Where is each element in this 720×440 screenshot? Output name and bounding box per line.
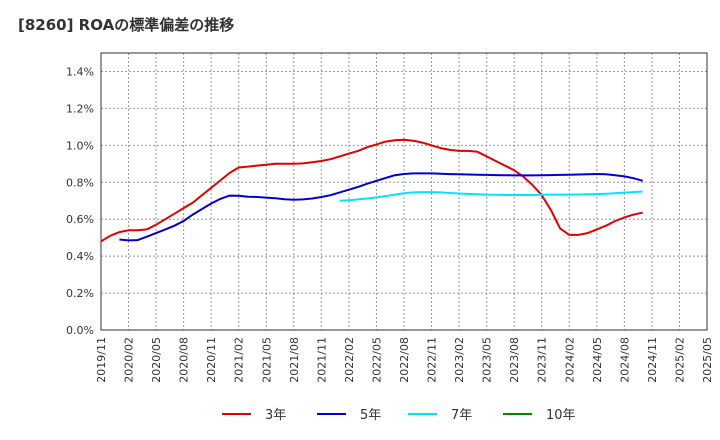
legend-label-2: 7年 — [451, 408, 472, 423]
chart-title: [8260] ROAの標準偏差の推移 — [18, 16, 235, 34]
x-tick-label: 2021/11 — [315, 337, 328, 383]
x-tick-label: 2023/08 — [508, 337, 521, 383]
y-tick-label: 1.4% — [66, 65, 94, 78]
y-tick-label: 0.0% — [66, 324, 94, 337]
y-tick-label: 1.0% — [66, 139, 94, 152]
y-tick-label: 0.8% — [66, 176, 94, 189]
x-axis-ticks: 2019/11 2020/02 2020/05 2020/08 2020/11 2021/… — [95, 337, 714, 383]
x-tick-label: 2024/02 — [563, 337, 576, 383]
x-tick-label: 2020/11 — [205, 337, 218, 383]
x-tick-label: 2022/05 — [370, 337, 383, 383]
y-axis-ticks: 0.0% 0.2% 0.4% 0.6% 0.8% 1.0% 1.2% 1.4% — [66, 65, 94, 337]
legend-label-1: 5年 — [360, 408, 381, 423]
x-tick-label: 2024/11 — [646, 337, 659, 383]
x-tick-label: 2023/05 — [481, 337, 494, 383]
series-lines — [100, 138, 643, 243]
plot-area-border — [100, 52, 708, 331]
x-tick-label: 2025/05 — [701, 337, 714, 383]
x-tick-label: 2024/08 — [618, 337, 631, 383]
x-tick-label: 2020/05 — [150, 337, 163, 383]
grid-lines — [101, 53, 707, 330]
x-tick-label: 2021/02 — [233, 337, 246, 383]
y-tick-label: 0.4% — [66, 250, 94, 263]
x-tick-label: 2022/08 — [398, 337, 411, 383]
x-tick-label: 2020/08 — [178, 337, 191, 383]
legend: 3年 5年 7年 10年 — [222, 408, 576, 423]
x-tick-label: 2023/02 — [453, 337, 466, 383]
series-line-0 — [100, 138, 643, 243]
legend-label-3: 10年 — [546, 408, 576, 423]
x-tick-label: 2020/02 — [123, 337, 136, 383]
x-tick-label: 2022/11 — [426, 337, 439, 383]
x-tick-label: 2024/05 — [591, 337, 604, 383]
x-tick-label: 2025/02 — [673, 337, 686, 383]
y-tick-label: 1.2% — [66, 102, 94, 115]
x-tick-label: 2021/05 — [260, 337, 273, 383]
x-tick-label: 2021/08 — [288, 337, 301, 383]
x-tick-label: 2023/11 — [536, 337, 549, 383]
x-tick-label: 2019/11 — [95, 337, 108, 383]
y-tick-label: 0.6% — [66, 213, 94, 226]
series-line-1 — [119, 172, 643, 242]
series-line-2 — [339, 190, 643, 202]
legend-label-0: 3年 — [265, 408, 286, 423]
x-tick-label: 2022/02 — [343, 337, 356, 383]
y-tick-label: 0.2% — [66, 287, 94, 300]
